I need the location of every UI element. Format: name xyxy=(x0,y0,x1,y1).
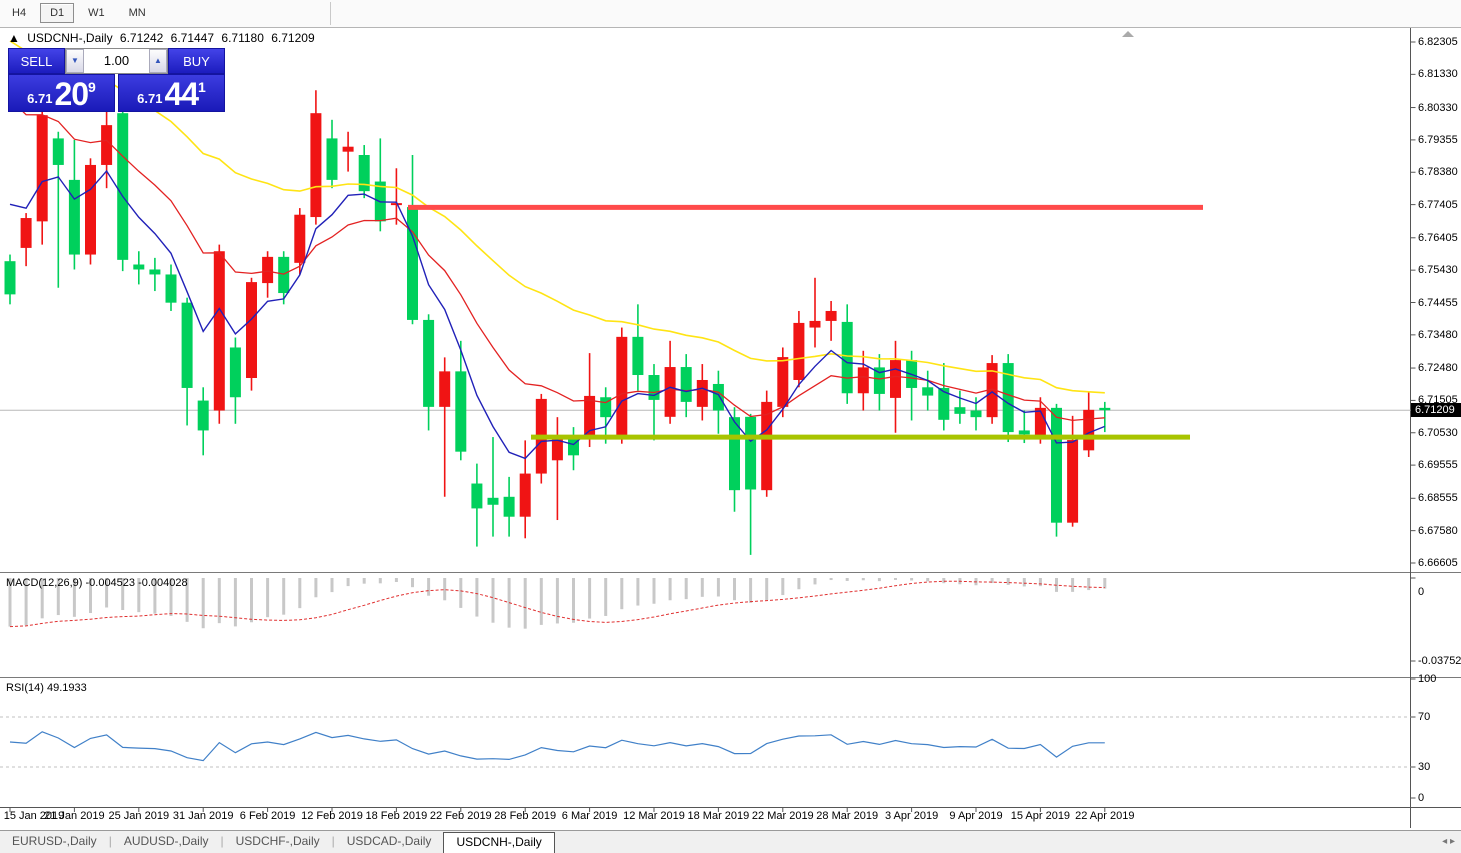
timeframe-tab-d1[interactable]: D1 xyxy=(40,3,75,23)
date-tick: 28 Feb 2019 xyxy=(494,810,557,822)
date-tick: 18 Feb 2019 xyxy=(365,810,428,822)
tab-separator: | xyxy=(108,834,112,848)
rsi-line xyxy=(9,731,1105,762)
price-tick: 6.68555 xyxy=(1418,492,1458,505)
timeframe-tab-w1[interactable]: W1 xyxy=(88,7,105,19)
symbol-header: ▲ USDCNH-,Daily 6.71242 6.71447 6.71180 … xyxy=(8,31,319,45)
date-tick: 28 Mar 2019 xyxy=(816,810,879,822)
price-tick: 6.77405 xyxy=(1418,198,1458,211)
timeframe-toolbar: H4 D1 W1 MN xyxy=(0,0,1461,28)
buy-price-pip: 1 xyxy=(198,79,206,95)
price-tick: 6.75430 xyxy=(1418,264,1458,277)
moving-average-14 xyxy=(9,98,1105,422)
price-tick: 6.67580 xyxy=(1418,524,1458,537)
one-click-trading-panel: SELL ▼ 1.00 ▲ BUY 6.71 20 9 6.71 44 1 xyxy=(8,48,225,112)
volume-input[interactable]: 1.00 xyxy=(103,53,130,68)
moving-average-6 xyxy=(9,169,1106,460)
ohlc-high: 6.71447 xyxy=(170,31,215,45)
chart-tab-usdcaddaily[interactable]: USDCAD-,Daily xyxy=(346,834,432,848)
price-tick: 6.66605 xyxy=(1418,557,1458,569)
moving-average-34 xyxy=(9,40,1105,394)
price-tick: 6.80330 xyxy=(1418,101,1458,114)
date-tick: 6 Feb 2019 xyxy=(239,810,296,822)
rsi-name: RSI(14) xyxy=(6,682,44,694)
date-tick: 22 Apr 2019 xyxy=(1075,810,1135,822)
ohlc-close: 6.71209 xyxy=(271,31,315,45)
chart-tab-usdchfdaily[interactable]: USDCHF-,Daily xyxy=(235,834,320,848)
rsi-tick: 100 xyxy=(1418,673,1437,685)
tab-scroll-left-icon[interactable]: ◂ xyxy=(1442,836,1448,847)
price-tick: 6.74455 xyxy=(1418,296,1458,309)
rsi-tick: 0 xyxy=(1418,792,1425,804)
date-tick: 15 Apr 2019 xyxy=(1010,810,1071,822)
tab-separator: | xyxy=(331,834,335,848)
buy-quote[interactable]: 6.71 44 1 xyxy=(118,74,225,112)
price-tick: 6.82305 xyxy=(1418,36,1458,48)
sell-price-main: 20 xyxy=(54,76,89,112)
volume-stepper: ▼ 1.00 ▲ xyxy=(65,48,168,74)
chart-shift-marker[interactable] xyxy=(1122,31,1134,37)
symbol-label: USDCNH-,Daily xyxy=(27,31,113,45)
date-tick: 25 Jan 2019 xyxy=(108,810,170,822)
price-tick: 6.76405 xyxy=(1418,231,1458,244)
sell-quote[interactable]: 6.71 20 9 xyxy=(8,74,115,112)
tab-separator: | xyxy=(220,834,224,848)
date-tick: 22 Mar 2019 xyxy=(751,810,814,822)
toolbar-separator xyxy=(330,2,331,25)
sell-price-prefix: 6.71 xyxy=(27,91,53,106)
buy-button[interactable]: BUY xyxy=(168,48,225,74)
price-tick: 6.72480 xyxy=(1418,362,1458,375)
current-price-tag: 6.71209 xyxy=(1411,403,1461,418)
ohlc-low: 6.71180 xyxy=(221,31,264,45)
buy-price-main: 44 xyxy=(164,76,199,112)
timeframe-tab-h4[interactable]: H4 xyxy=(12,7,27,19)
chart-tab-bar: EURUSD-,Daily | AUDUSD-,Daily | USDCHF-,Dail… xyxy=(0,830,1461,853)
date-tick: 6 Mar 2019 xyxy=(561,810,618,822)
date-tick: 9 Apr 2019 xyxy=(949,810,1003,822)
rsi-indicator-label: RSI(14) 49.1933 xyxy=(6,682,87,694)
chart-tab-audusddaily[interactable]: AUDUSD-,Daily xyxy=(123,834,209,848)
date-tick: 12 Feb 2019 xyxy=(301,810,363,822)
volume-decrease-button[interactable]: ▼ xyxy=(66,49,84,73)
collapse-triangle-icon[interactable]: ▲ xyxy=(8,31,20,45)
volume-increase-button[interactable]: ▲ xyxy=(149,49,167,73)
sell-price-pip: 9 xyxy=(88,79,96,95)
chart-tab-usdcnhdaily[interactable]: USDCNH-,Daily xyxy=(443,832,555,853)
date-tick: 12 Mar 2019 xyxy=(623,810,685,822)
date-tick: 21 Jan 2019 xyxy=(44,810,105,822)
macd-signal-line xyxy=(9,580,1105,628)
candlestick-series xyxy=(4,90,1111,555)
rsi-tick: 30 xyxy=(1418,761,1431,773)
macd-main-value: -0.004523 xyxy=(85,577,136,589)
buy-price-prefix: 6.71 xyxy=(137,91,163,106)
macd-tick-min: -0.037529 xyxy=(1418,655,1461,667)
date-tick: 22 Feb 2019 xyxy=(429,810,492,822)
tab-scroll-arrows[interactable]: ◂ ▸ xyxy=(1442,836,1455,847)
macd-tick-zero: 0 xyxy=(1418,586,1425,598)
ohlc-open: 6.71242 xyxy=(119,31,164,45)
date-tick: 15 Jan 2019 xyxy=(3,810,65,822)
date-tick: 18 Mar 2019 xyxy=(687,810,750,822)
tab-scroll-right-icon[interactable]: ▸ xyxy=(1449,836,1455,847)
price-tick: 6.81330 xyxy=(1418,68,1458,81)
rsi-value: 49.1933 xyxy=(46,682,87,694)
macd-signal-value: -0.004028 xyxy=(138,577,188,589)
macd-indicator-label: MACD(12,26,9) -0.004523 -0.004028 xyxy=(6,577,188,589)
rsi-tick: 70 xyxy=(1418,711,1431,723)
macd-name: MACD(12,26,9) xyxy=(6,577,83,589)
price-tick: 6.73480 xyxy=(1418,328,1458,341)
price-tick: 6.79355 xyxy=(1418,133,1458,146)
price-tick: 6.70530 xyxy=(1418,426,1458,439)
price-tick: 6.69555 xyxy=(1418,459,1458,472)
date-tick: 3 Apr 2019 xyxy=(884,810,939,822)
sell-button[interactable]: SELL xyxy=(8,48,65,74)
price-tick: 6.78380 xyxy=(1418,166,1458,179)
chart-tab-eurusddaily[interactable]: EURUSD-,Daily xyxy=(12,834,97,848)
timeframe-tab-mn[interactable]: MN xyxy=(128,7,146,19)
date-tick: 31 Jan 2019 xyxy=(172,810,234,822)
price-tick: 6.71505 xyxy=(1418,394,1458,407)
